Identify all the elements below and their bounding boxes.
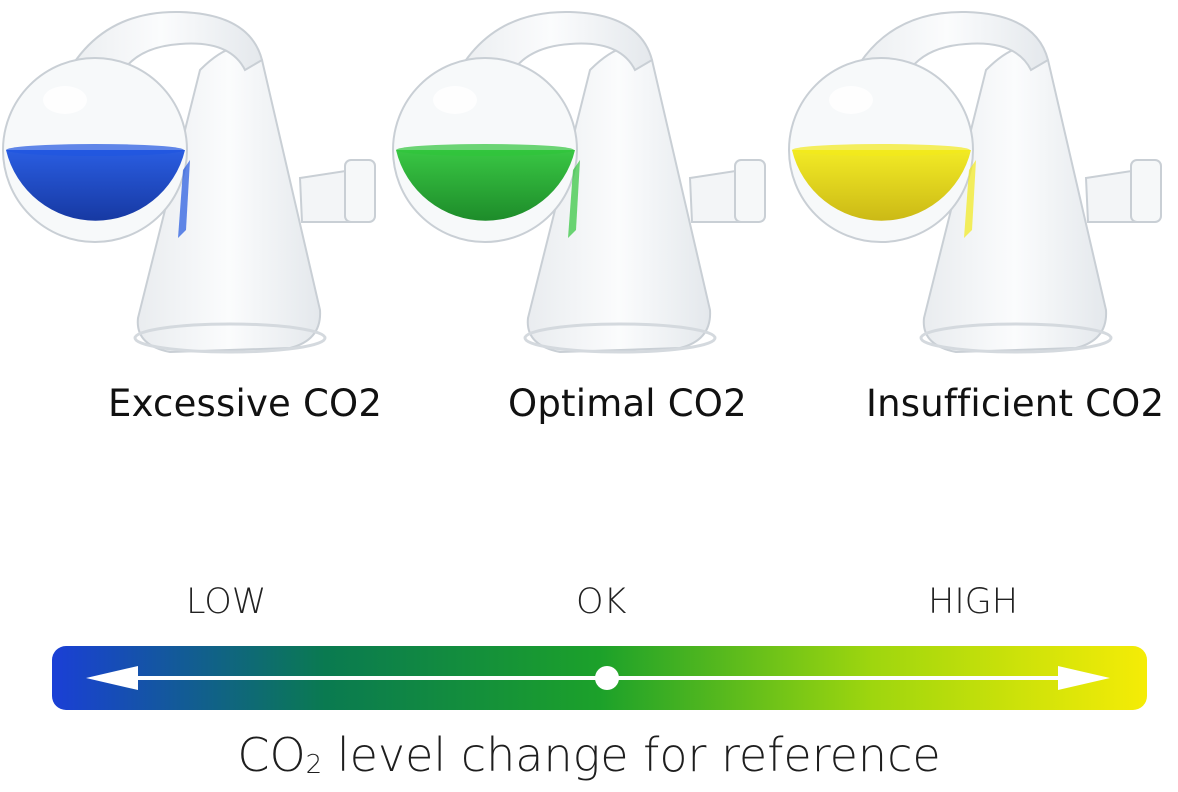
arrow-left-icon [86,666,138,690]
label-excessive-co2: Excessive CO2 [108,382,383,425]
scale-label-low: LOW [186,582,267,622]
scale-label-ok: OK [576,582,627,622]
drop-checker-insufficient [786,0,1178,370]
co2-scale-bar [52,646,1147,710]
center-dot-icon [595,666,619,690]
caption: CO2 level change for reference [0,728,1178,782]
drop-checker-image [392,10,766,354]
caption-suffix: level change for reference [322,728,941,782]
caption-prefix: CO [237,728,306,782]
scale-label-high: HIGH [928,582,1019,622]
label-optimal-co2: Optimal CO2 [508,382,747,425]
label-insufficient-co2: Insufficient CO2 [866,382,1165,425]
drop-checker-optimal [390,0,782,370]
caption-subscript: 2 [305,750,323,780]
arrow-right-icon [1058,666,1110,690]
drop-checker-image [2,10,376,354]
drop-checker-excessive [0,0,392,370]
drop-checker-image [788,10,1162,354]
